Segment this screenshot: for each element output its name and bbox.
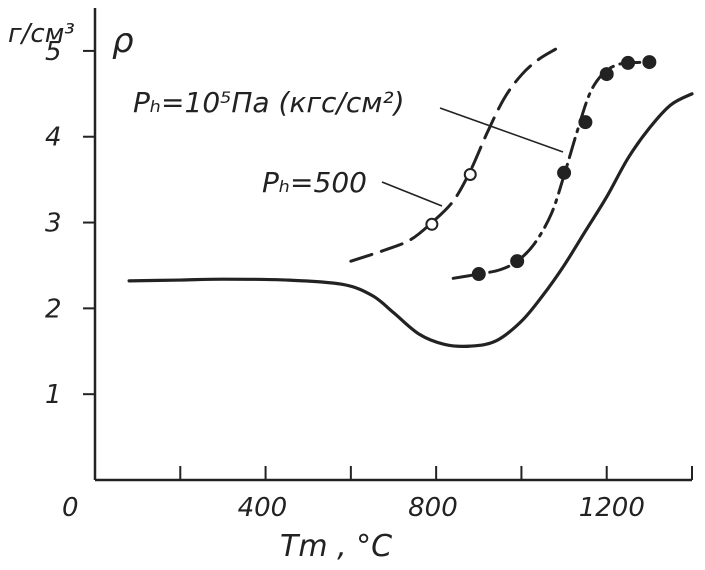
filled-circle-marker [621,55,636,70]
filled-circle-marker [510,254,525,269]
y-axis-symbol-label: ρ [112,21,134,61]
y-tick-label: 1 [45,380,62,410]
annotation-leader-line-1 [439,107,564,153]
open-circle-marker [463,167,477,181]
y-tick-label: 3 [45,209,62,239]
filled-circle-marker [642,55,657,70]
filled-circle-marker [599,67,614,82]
y-tick-label: 5 [45,37,62,67]
y-tick-label: 4 [45,123,62,153]
x-tick-label: 800 [408,493,458,523]
y-tick-label: 2 [45,294,62,324]
x-axis-title: Tm , °C [280,529,392,564]
filled-circle-marker [578,115,593,130]
annotation-label-1: Pₕ=10⁵Па (кгс/см²) [133,86,405,119]
filled-circle-marker [557,165,572,180]
annotation-leader-line-2 [381,181,443,207]
x-tick-label: 1200 [579,493,645,523]
open-circle-marker [425,217,439,231]
y-axis-unit-label: г/см³ [8,19,75,49]
filled-circle-marker [471,267,486,282]
axis-tick-labels: 1 2 3 4 5 400 800 1200 [45,37,645,523]
series-solid-line [127,92,694,348]
x-origin-label: 0 [62,493,79,523]
annotation-label-2: Pₕ=500 [262,166,367,199]
series-dashed-line [349,47,558,263]
x-tick-label: 400 [238,493,288,523]
axis-ticks [83,49,693,480]
marker-layer [425,55,657,282]
